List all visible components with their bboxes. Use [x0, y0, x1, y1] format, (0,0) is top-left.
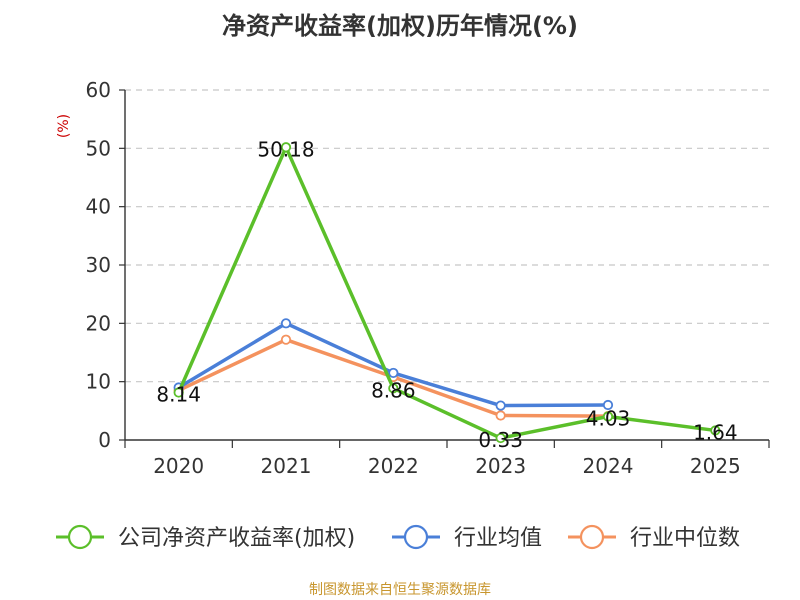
legend-marker: [67, 524, 93, 550]
y-tick-label: 50: [86, 136, 111, 160]
x-tick-label: 2025: [690, 454, 741, 478]
data-label: 4.03: [586, 406, 631, 430]
data-point: [280, 318, 292, 329]
legend-label: 行业中位数: [630, 526, 740, 551]
data-point: [388, 383, 399, 394]
data-point: [495, 432, 506, 444]
legend-label: 公司净资产收益率(加权): [118, 526, 355, 551]
y-tick-label: 30: [86, 253, 111, 277]
data-point: [280, 334, 292, 345]
legend-marker: [579, 524, 605, 550]
y-tick-label: 20: [86, 311, 111, 335]
y-tick-label: 0: [98, 428, 111, 452]
y-tick-label: 40: [86, 195, 111, 219]
chart-title: 净资产收益率(加权)历年情况(%): [222, 12, 578, 40]
data-label: 8.14: [156, 383, 201, 407]
legend-label: 行业均值: [454, 526, 542, 551]
y-tick-label: 10: [86, 370, 111, 394]
data-point: [173, 387, 184, 398]
x-tick-label: 2021: [261, 454, 312, 478]
y-tick-label: 60: [86, 78, 111, 102]
data-label: 0.33: [478, 428, 523, 452]
x-tick-label: 2023: [475, 454, 526, 478]
data-point: [388, 367, 399, 379]
x-tick-label: 2024: [583, 454, 634, 478]
data-source-note: 制图数据来自恒生聚源数据库: [309, 582, 491, 598]
series-line-0: [177, 145, 716, 440]
x-tick-label: 2020: [153, 454, 204, 478]
data-point: [495, 400, 506, 411]
data-point: [602, 411, 614, 422]
legend-marker: [403, 524, 429, 550]
data-point: [602, 399, 614, 411]
legend-item: 行业中位数: [568, 524, 740, 551]
data-label: 8.86: [371, 378, 416, 402]
y-axis-unit-label: (%): [56, 114, 72, 138]
data-label: 1.64: [693, 420, 738, 444]
data-label: 50.18: [257, 137, 314, 161]
legend-item: 公司净资产收益率(加权): [56, 524, 355, 551]
data-point: [280, 142, 292, 153]
data-point: [495, 410, 506, 421]
data-point: [710, 425, 721, 436]
x-tick-label: 2022: [368, 454, 419, 478]
legend-item: 行业均值: [392, 524, 542, 551]
